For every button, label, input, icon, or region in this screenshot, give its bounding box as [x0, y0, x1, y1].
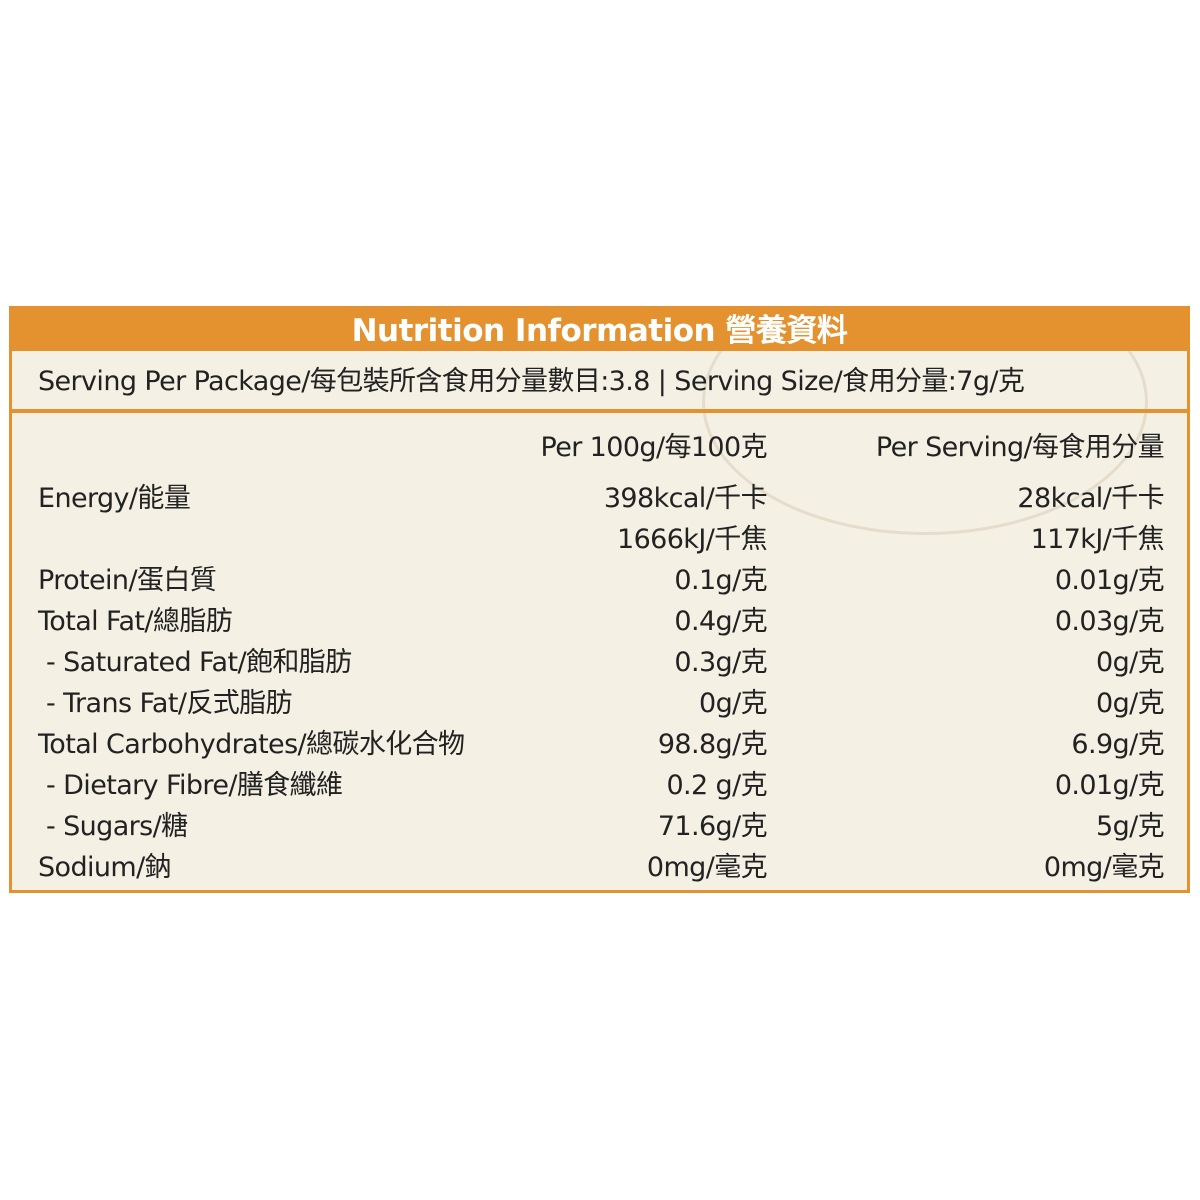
nutrient-row: - Sugars/糖 71.6g/克 5g/克 [12, 804, 1187, 845]
value-per100: 0g/克 [698, 688, 768, 719]
value-per100: 1666kJ/千焦 [616, 524, 768, 555]
value-per-serving: 5g/克 [1095, 811, 1165, 842]
nutrient-row: Protein/蛋白質 0.1g/克 0.01g/克 [12, 558, 1187, 599]
nutrient-row: Total Carbohydrates/總碳水化合物 98.8g/克 6.9g/克 [12, 722, 1187, 763]
value-per-serving: 0g/克 [1095, 688, 1165, 719]
nutrient-name: Sodium/鈉 [38, 852, 172, 883]
value-per-serving: 28kcal/千卡 [1017, 483, 1164, 514]
nutrient-name: Energy/能量 [38, 483, 191, 514]
nutrient-row: Energy/能量 398kcal/千卡 28kcal/千卡 [12, 476, 1187, 517]
nutrient-row: Total Fat/總脂肪 0.4g/克 0.03g/克 [12, 599, 1187, 640]
value-per-serving: 0.03g/克 [1054, 606, 1165, 637]
serving-info: Serving Per Package/每包裝所含食用分量數目:3.8 | Se… [12, 351, 1187, 413]
nutrition-label: Nutrition Information 營養資料 Serving Per P… [9, 306, 1190, 893]
nutrient-row: 1666kJ/千焦 117kJ/千焦 [12, 517, 1187, 558]
value-per-serving: 6.9g/克 [1071, 729, 1164, 760]
value-per-serving: 0.01g/克 [1054, 565, 1165, 596]
nutrient-row: Sodium/鈉 0mg/毫克 0mg/毫克 [12, 845, 1187, 886]
column-headers: Per 100g/每100克 Per Serving/每食用分量 [12, 425, 1187, 466]
column-header-per-serving: Per Serving/每食用分量 [875, 432, 1165, 463]
value-per-serving: 0g/克 [1095, 647, 1165, 678]
value-per100: 71.6g/克 [657, 811, 768, 842]
value-per100: 0.3g/克 [674, 647, 767, 678]
nutrient-row: - Dietary Fibre/膳食纖維 0.2 g/克 0.01g/克 [12, 763, 1187, 804]
value-per-serving: 0.01g/克 [1054, 770, 1165, 801]
nutrient-name: Total Fat/總脂肪 [38, 606, 233, 637]
value-per100: 98.8g/克 [657, 729, 768, 760]
nutrient-name: - Saturated Fat/飽和脂肪 [38, 647, 352, 678]
nutrient-name: Protein/蛋白質 [38, 565, 217, 596]
nutrient-row: - Trans Fat/反式脂肪 0g/克 0g/克 [12, 681, 1187, 722]
nutrient-name: Total Carbohydrates/總碳水化合物 [38, 729, 465, 760]
nutrient-name: - Dietary Fibre/膳食纖維 [38, 770, 343, 801]
nutrient-row: - Saturated Fat/飽和脂肪 0.3g/克 0g/克 [12, 640, 1187, 681]
label-title: Nutrition Information 營養資料 [12, 309, 1187, 351]
nutrient-name: - Trans Fat/反式脂肪 [38, 688, 293, 719]
value-per100: 0.4g/克 [674, 606, 767, 637]
value-per100: 0.2 g/克 [666, 770, 767, 801]
column-header-per100: Per 100g/每100克 [540, 432, 767, 463]
value-per-serving: 117kJ/千焦 [1030, 524, 1165, 555]
value-per-serving: 0mg/毫克 [1043, 852, 1165, 883]
value-per100: 0.1g/克 [674, 565, 767, 596]
value-per100: 0mg/毫克 [646, 852, 768, 883]
value-per100: 398kcal/千卡 [603, 483, 768, 514]
nutrient-name: - Sugars/糖 [38, 811, 188, 842]
